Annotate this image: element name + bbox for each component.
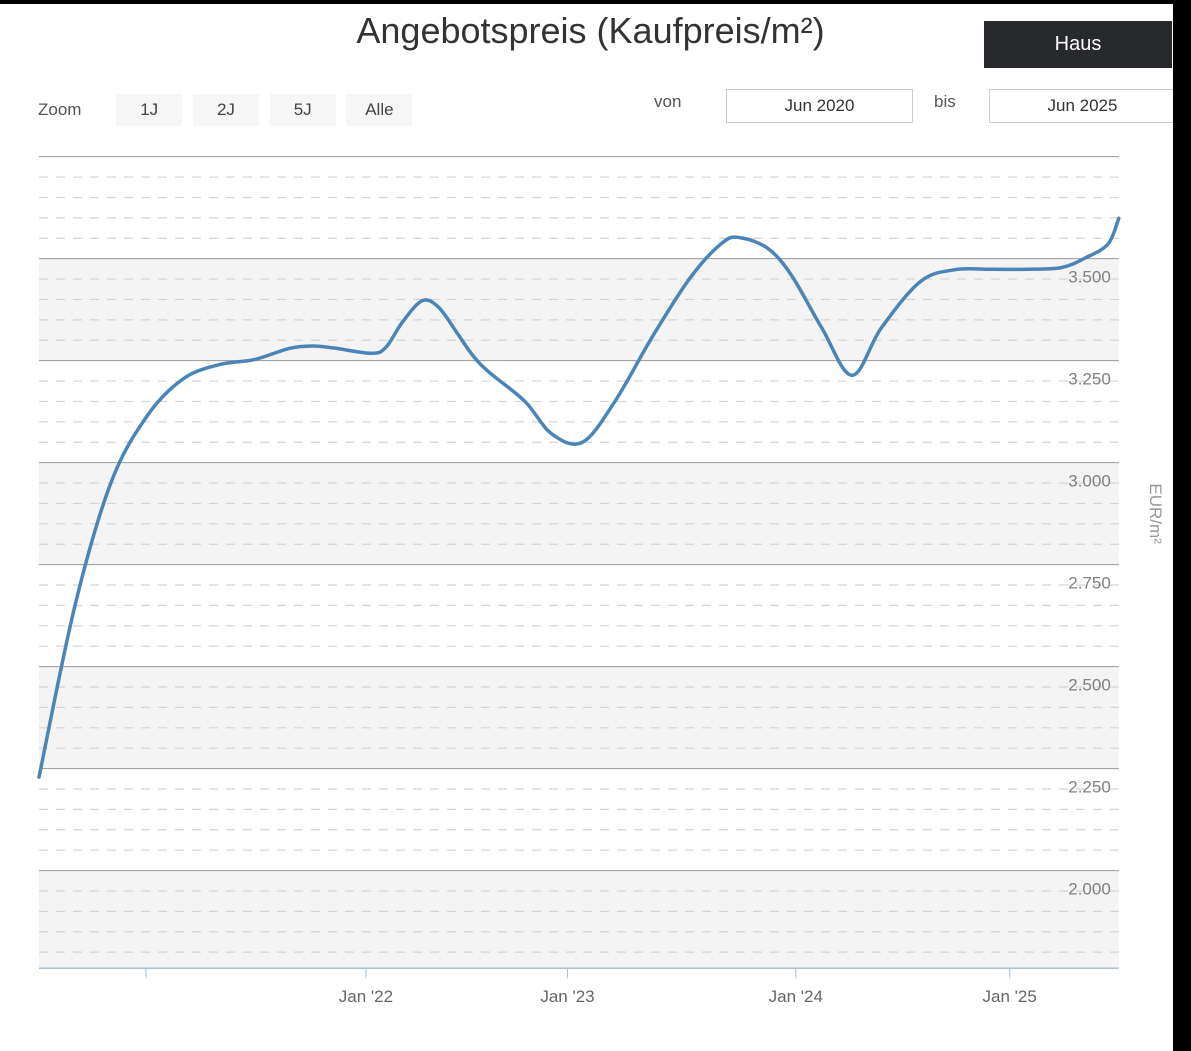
svg-text:Jan '22: Jan '22: [339, 987, 393, 1006]
svg-text:Jan '24: Jan '24: [769, 987, 823, 1006]
svg-text:3.500: 3.500: [1068, 268, 1111, 287]
svg-text:3.000: 3.000: [1068, 472, 1111, 491]
svg-text:2.500: 2.500: [1068, 676, 1111, 695]
svg-text:2.750: 2.750: [1068, 574, 1111, 593]
svg-text:Jan '25: Jan '25: [983, 987, 1037, 1006]
svg-text:EUR/m²: EUR/m²: [1146, 483, 1165, 544]
svg-text:2.000: 2.000: [1068, 880, 1111, 899]
svg-text:3.250: 3.250: [1068, 370, 1111, 389]
svg-text:Jan '23: Jan '23: [540, 987, 594, 1006]
svg-text:2.250: 2.250: [1068, 778, 1111, 797]
